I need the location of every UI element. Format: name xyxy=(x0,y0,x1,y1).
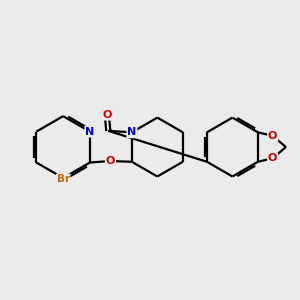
Text: N: N xyxy=(85,127,94,136)
Text: O: O xyxy=(268,153,278,163)
Text: Br: Br xyxy=(57,174,70,184)
Text: O: O xyxy=(102,110,112,120)
Text: O: O xyxy=(268,131,278,141)
Text: O: O xyxy=(106,156,115,166)
Text: N: N xyxy=(127,127,136,137)
